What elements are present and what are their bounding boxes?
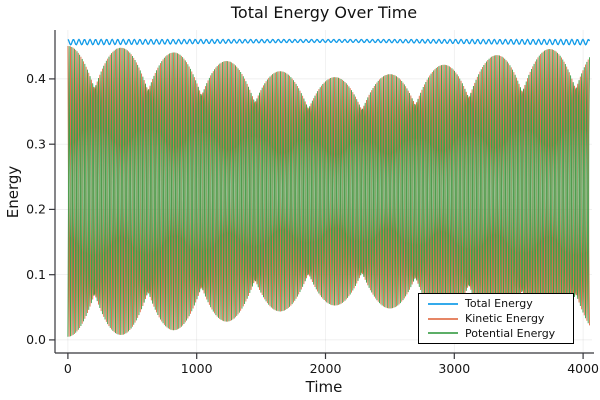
svg-text:0: 0	[64, 361, 72, 376]
svg-text:0.1: 0.1	[26, 267, 46, 282]
total-energy-line-swatch	[428, 302, 458, 305]
legend-entry-total: Total Energy	[419, 297, 573, 311]
svg-text:4000: 4000	[567, 361, 599, 376]
legend-label-potential: Potential Energy	[465, 326, 556, 340]
svg-text:0.4: 0.4	[26, 71, 46, 86]
potential-energy-line-swatch	[428, 332, 458, 335]
y-axis-label: Energy	[4, 165, 22, 219]
svg-text:0.3: 0.3	[26, 136, 46, 151]
chart-title: Total Energy Over Time	[230, 3, 418, 22]
svg-text:0.0: 0.0	[26, 332, 46, 347]
svg-text:1000: 1000	[181, 361, 213, 376]
svg-text:3000: 3000	[438, 361, 470, 376]
legend-entry-kinetic: Kinetic Energy	[419, 312, 573, 326]
legend-label-total: Total Energy	[465, 297, 533, 311]
legend-entry-potential: Potential Energy	[419, 326, 573, 340]
legend-label-kinetic: Kinetic Energy	[465, 312, 545, 325]
svg-text:2000: 2000	[310, 361, 342, 376]
kinetic-energy-line-swatch	[428, 317, 458, 320]
legend: Total Energy Kinetic Energy Potential En…	[418, 293, 574, 344]
svg-text:0.2: 0.2	[26, 202, 46, 217]
x-axis-label: Time	[305, 378, 343, 396]
